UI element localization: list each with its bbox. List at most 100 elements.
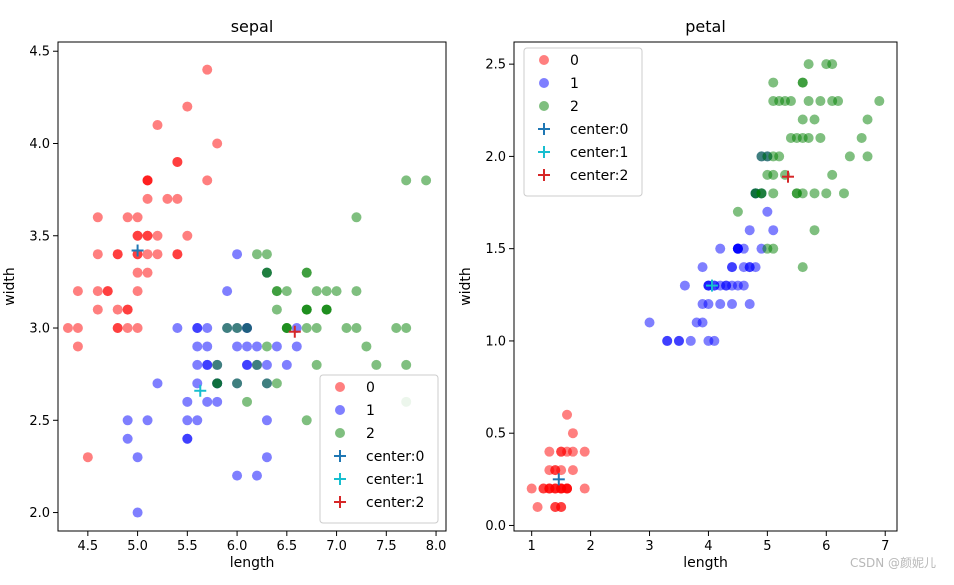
- data-point: [222, 286, 233, 297]
- data-point: [756, 151, 767, 162]
- data-point: [544, 483, 555, 494]
- data-point: [132, 286, 143, 297]
- data-point: [261, 378, 272, 389]
- data-point: [92, 286, 103, 297]
- data-point: [251, 341, 262, 352]
- data-point: [232, 378, 243, 389]
- data-point: [212, 138, 223, 149]
- data-point: [673, 335, 684, 346]
- data-point: [421, 175, 432, 186]
- data-point: [202, 64, 213, 75]
- data-point: [691, 317, 702, 328]
- data-point: [862, 114, 873, 125]
- x-tick-label: 2: [586, 539, 594, 554]
- legend-marker: [539, 78, 549, 88]
- legend-label: center:2: [366, 495, 424, 511]
- data-point: [821, 188, 832, 199]
- y-tick-label: 3.0: [29, 322, 50, 337]
- data-point: [122, 304, 133, 315]
- data-point: [697, 262, 708, 273]
- data-point: [301, 267, 312, 278]
- data-point: [92, 212, 103, 223]
- data-point: [301, 304, 312, 315]
- data-point: [685, 335, 696, 346]
- plot-frame: [57, 41, 447, 532]
- data-point: [556, 483, 567, 494]
- x-tick-label: 7.0: [326, 539, 347, 554]
- data-point: [768, 243, 779, 254]
- data-point: [172, 249, 183, 260]
- legend-label: 2: [570, 99, 579, 115]
- data-point: [579, 483, 590, 494]
- y-tick-label: 0.0: [485, 519, 506, 534]
- data-point: [132, 212, 143, 223]
- data-point: [862, 151, 873, 162]
- y-tick-label: 2.5: [485, 58, 506, 73]
- data-point: [261, 452, 272, 463]
- data-point: [785, 96, 796, 107]
- data-point: [242, 396, 253, 407]
- center-marker: [781, 170, 794, 183]
- data-point: [62, 323, 73, 334]
- data-point: [391, 323, 402, 334]
- data-point: [874, 96, 885, 107]
- y-tick-label: 1.0: [485, 334, 506, 349]
- data-point: [803, 59, 814, 70]
- data-point: [281, 323, 292, 334]
- legend-box: [319, 374, 439, 524]
- x-tick-label: 8.0: [426, 539, 447, 554]
- data-point: [371, 359, 382, 370]
- data-point: [662, 335, 673, 346]
- legend-marker: [539, 55, 549, 65]
- data-point: [72, 323, 83, 334]
- data-point: [112, 249, 123, 260]
- legend-marker: [335, 428, 345, 438]
- data-point: [112, 323, 123, 334]
- legend: 0 1 2 center:0 center:1 center:2: [523, 47, 643, 197]
- data-point: [827, 59, 838, 70]
- legend: 0 1 2 center:0 center:1 center:2: [319, 374, 439, 524]
- center-marker: [131, 244, 144, 257]
- data-point: [774, 96, 785, 107]
- y-tick-label: 4.0: [29, 137, 50, 152]
- data-point: [774, 151, 785, 162]
- data-point: [232, 323, 243, 334]
- data-point: [172, 323, 183, 334]
- y-tick-label: 1.5: [485, 242, 506, 257]
- y-axis-label: width: [458, 267, 474, 306]
- x-axis-label: length: [683, 555, 728, 571]
- data-point: [212, 359, 223, 370]
- data-point: [251, 249, 262, 260]
- data-point: [644, 317, 655, 328]
- legend-label: center:0: [570, 122, 628, 138]
- data-point: [142, 175, 153, 186]
- chart-title: sepal: [231, 17, 274, 36]
- data-point: [112, 304, 123, 315]
- data-point: [785, 132, 796, 143]
- data-point: [102, 286, 113, 297]
- data-point: [532, 502, 543, 513]
- legend-label: 0: [570, 53, 579, 69]
- data-point: [301, 415, 312, 426]
- data-point: [797, 114, 808, 125]
- center-marker: [552, 473, 565, 486]
- y-tick-label: 0.5: [485, 427, 506, 442]
- data-point: [715, 243, 726, 254]
- data-point: [703, 299, 714, 310]
- data-point: [401, 175, 412, 186]
- y-tick-label: 2.5: [29, 414, 50, 429]
- data-point: [82, 452, 93, 463]
- data-point: [242, 359, 253, 370]
- data-point: [361, 341, 372, 352]
- data-point: [172, 193, 183, 204]
- data-point: [142, 267, 153, 278]
- legend-marker: [335, 405, 345, 415]
- data-point: [152, 249, 163, 260]
- data-point: [182, 230, 193, 241]
- data-point: [567, 465, 578, 476]
- data-point: [92, 249, 103, 260]
- data-point: [815, 96, 826, 107]
- subplot-sepal: sepal 4.5 5.0 5.5 6.0 6.5 7.0 7.5 8.0 2.0 2.5 3.0 3.…: [2, 17, 447, 571]
- data-point: [526, 483, 537, 494]
